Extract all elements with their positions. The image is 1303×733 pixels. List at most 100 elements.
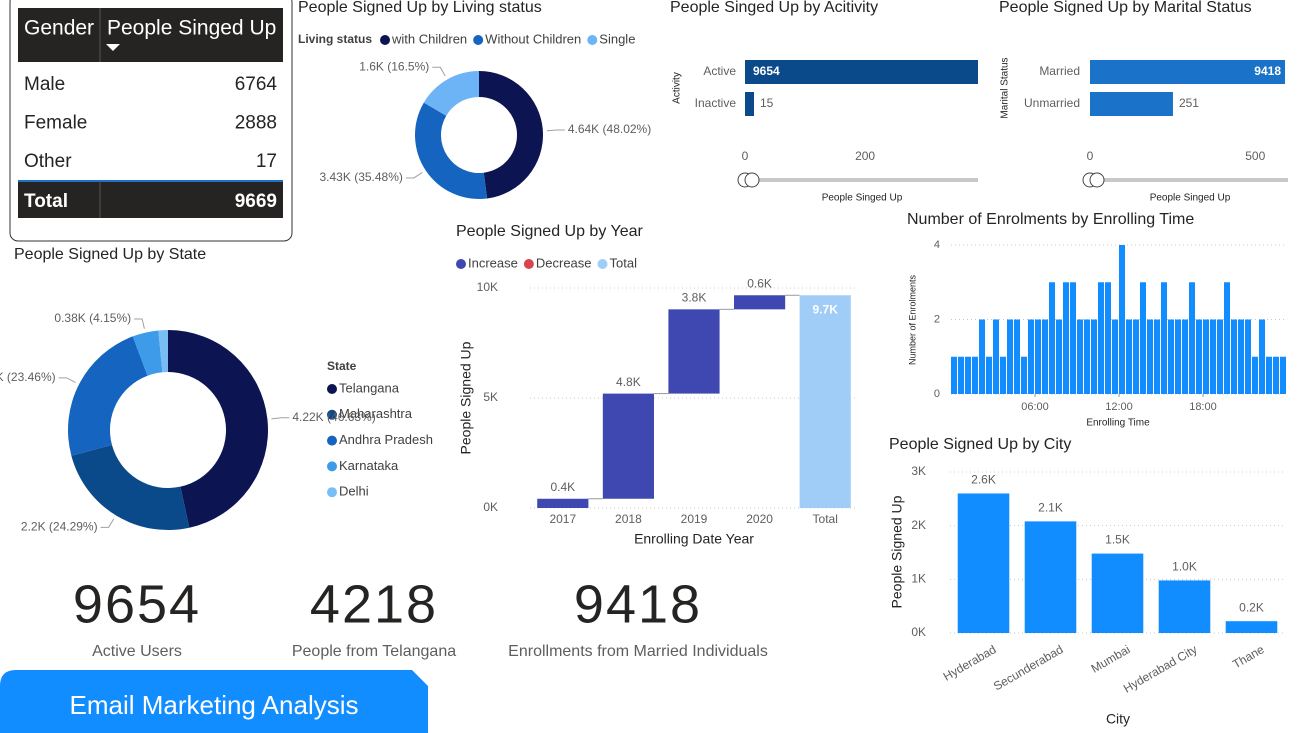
y-tick-label: Unmarried [1024, 96, 1080, 110]
data-label: 1.0K [1172, 560, 1197, 574]
bar [1084, 319, 1090, 394]
bar [1266, 356, 1272, 394]
leader-line [100, 518, 115, 528]
y-tick-label: 3K [911, 464, 926, 478]
axis-title: Enrolling Date Year [634, 531, 754, 547]
slider-handle[interactable] [1089, 172, 1105, 188]
bar [1140, 282, 1146, 394]
bar [1042, 319, 1048, 394]
axis-title: City [1106, 711, 1130, 727]
data-label: 15 [760, 96, 774, 110]
bar [986, 356, 992, 394]
bar [958, 356, 964, 394]
bar [1203, 319, 1209, 394]
y-tick-label: 5K [483, 390, 498, 404]
axis-title: Number of Enrolments [907, 274, 917, 365]
banner-bg [0, 670, 428, 733]
slider-handle[interactable] [744, 172, 760, 188]
legend-label: Karnataka [339, 458, 399, 473]
data-label: 0.38K (4.15%) [54, 311, 131, 325]
bar [1280, 356, 1286, 394]
donut-slice [158, 330, 168, 373]
legend-marker [523, 259, 534, 269]
y-tick-label: 2 [934, 313, 940, 325]
bar [1098, 282, 1104, 394]
data-label: 3.43K (35.48%) [320, 170, 403, 184]
chart-title: People Signed Up by Year [456, 223, 643, 240]
data-label: 9418 [1254, 64, 1281, 78]
data-label: 4.8K [616, 375, 641, 389]
x-tick-label: Total [813, 512, 838, 526]
bar [1225, 621, 1278, 633]
bar [993, 319, 999, 394]
table-total-label: Total [24, 191, 68, 212]
x-tick-label: Thane [1230, 642, 1267, 671]
axis-title: People Signed Up [889, 495, 905, 608]
bar [972, 356, 978, 394]
bar [1000, 356, 1006, 394]
bar [602, 393, 654, 499]
bar [1245, 319, 1251, 394]
bar [1175, 319, 1181, 394]
chart-title: People Signed Up by Marital Status [999, 0, 1252, 16]
data-label: 0.4K [550, 480, 575, 494]
bar [1090, 60, 1285, 84]
leader-line [134, 318, 145, 329]
y-tick-label: 1K [911, 572, 926, 586]
legend-marker [473, 35, 484, 45]
data-label: 0.2K [1239, 600, 1264, 614]
data-label: 2.1K [1038, 501, 1063, 515]
data-label: 1.5K [1105, 533, 1130, 547]
bar [1158, 580, 1211, 633]
bar [1189, 282, 1195, 394]
bar [1024, 521, 1077, 633]
bar [745, 60, 978, 84]
x-tick-label: 12:00 [1105, 401, 1133, 413]
kpi-label: Enrollments from Married Individuals [508, 643, 768, 660]
kpi-value: 4218 [310, 574, 438, 634]
y-tick-label: 0K [911, 625, 926, 639]
x-tick-label: Hyderabad [941, 642, 999, 683]
bar [1112, 319, 1118, 394]
bar [1133, 319, 1139, 394]
bar [1168, 319, 1174, 394]
table-header[interactable]: Gender [24, 17, 94, 40]
bar [1252, 356, 1258, 394]
bar [1119, 245, 1125, 394]
axis-title: People Singed Up [822, 193, 903, 204]
bar [1090, 92, 1173, 116]
legend-title: State [327, 359, 357, 373]
legend-label: Without Children [485, 31, 581, 46]
legend-label: Delhi [339, 484, 369, 499]
bar [1182, 319, 1188, 394]
y-tick-label: 4 [934, 239, 940, 251]
bar [1035, 319, 1041, 394]
chart-title: People Signed Up by State [14, 246, 206, 263]
bar [1259, 319, 1265, 394]
data-label: 2.6K [971, 473, 996, 487]
data-label: 2.2K (24.29%) [21, 519, 98, 533]
x-tick-label: 2017 [549, 512, 576, 526]
y-tick-label: Married [1039, 64, 1080, 78]
bar [1091, 553, 1144, 633]
x-tick-label: Mumbai [1089, 642, 1133, 675]
x-tick-label: Hyderabad City [1121, 642, 1200, 695]
donut-slice [132, 330, 163, 376]
axis-title: Enrolling Time [1086, 418, 1150, 429]
legend-label: Decrease [536, 255, 592, 270]
table-header[interactable]: People Singed Up [107, 17, 276, 40]
sort-icon[interactable] [106, 44, 120, 51]
kpi-label: People from Telangana [292, 643, 456, 660]
bar [1105, 282, 1111, 394]
donut-slice [68, 336, 148, 456]
data-label: 4.64K (48.02%) [568, 122, 651, 136]
legend-label: Increase [468, 255, 518, 270]
bar [1217, 319, 1223, 394]
chart-title: People Signed Up by Living status [298, 0, 542, 16]
data-label: 9.7K [813, 302, 839, 316]
legend-label: with Children [391, 31, 467, 46]
kpi-value: 9418 [574, 574, 702, 634]
bar [1196, 319, 1202, 394]
donut-slice [423, 71, 479, 116]
